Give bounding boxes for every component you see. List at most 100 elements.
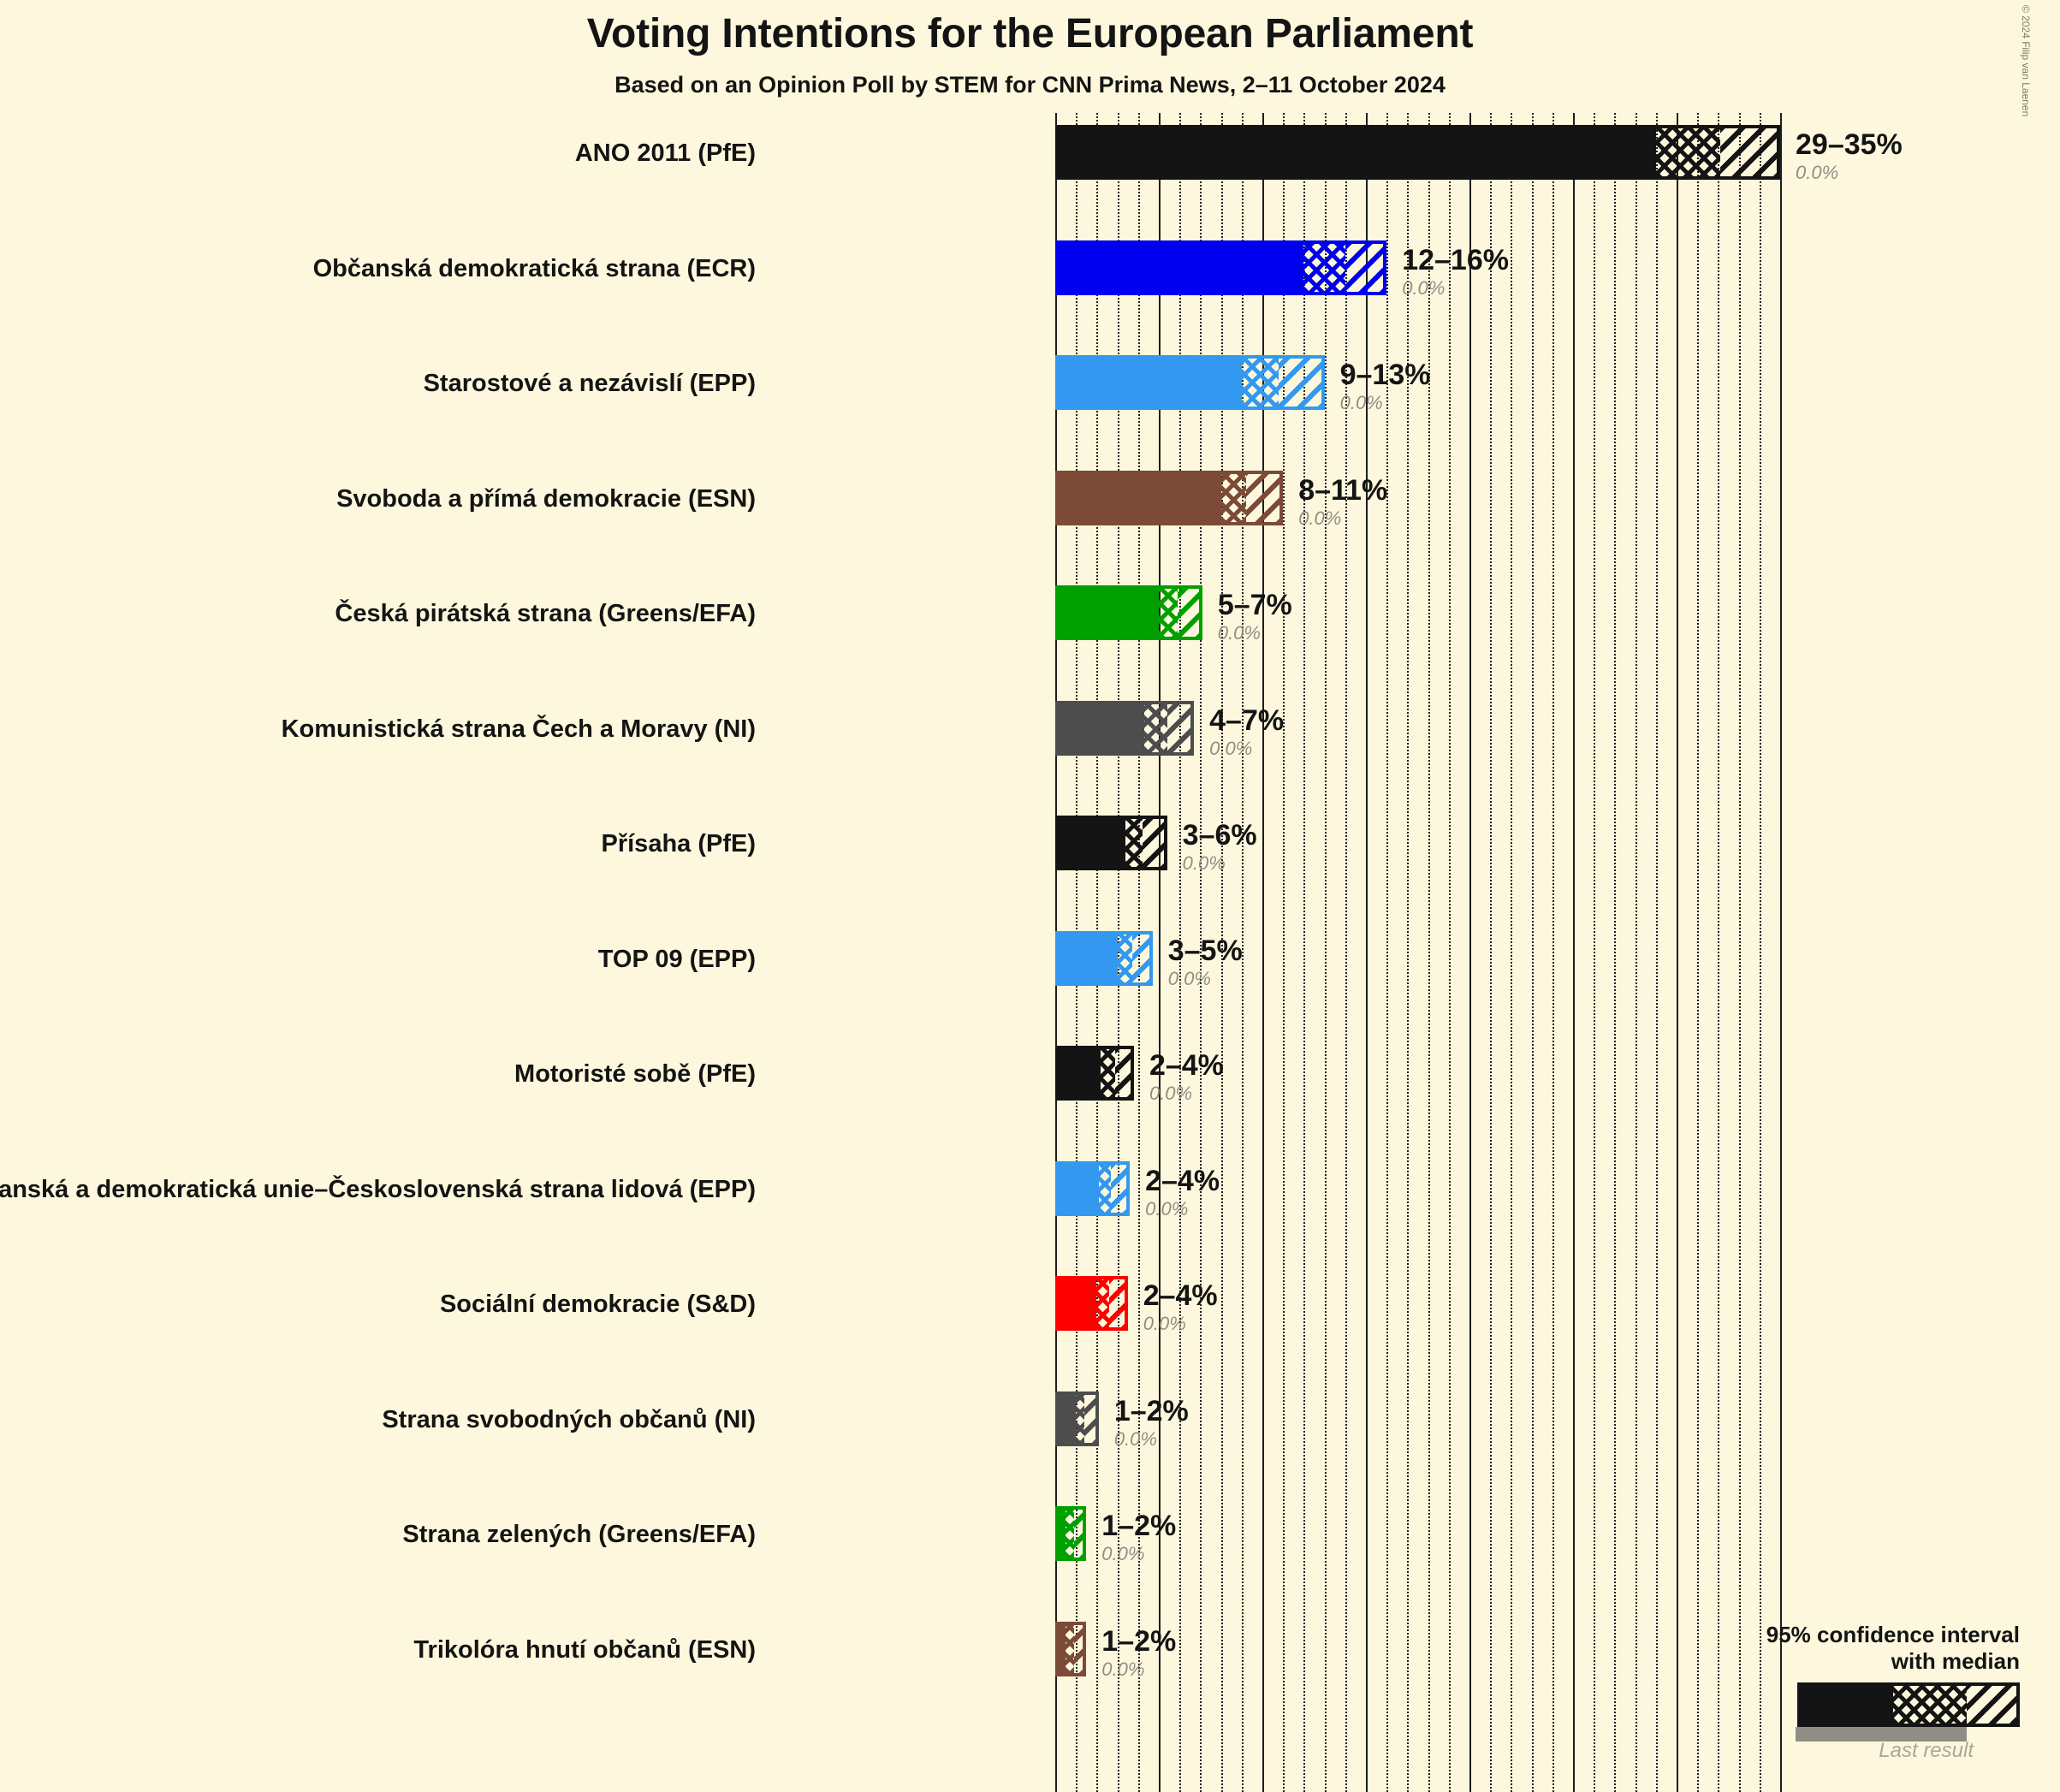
bar-value-group: 4–7% 0.0%	[1209, 706, 1284, 758]
gridline-minor	[1718, 113, 1720, 1792]
bar-last-result-value: 0.0%	[1298, 507, 1342, 529]
bar-category-label: Občanská demokratická strana (ECR)	[312, 254, 756, 282]
confidence-interval-bar	[1055, 470, 1284, 525]
gridline-minor	[1759, 113, 1761, 1792]
bar-segment-median	[1066, 1624, 1074, 1673]
bar-last-result-value: 0.0%	[1101, 1658, 1145, 1680]
plot-area: 29–35% 0.0% 12–16% 0.0% 9–13% 0.0% 8–11% 0.0% 5–…	[0, 113, 1903, 1792]
bar-segment-median	[1098, 1164, 1112, 1213]
bar-segment-high	[1279, 359, 1325, 406]
bar-category-label: Křesťanská a demokratická unie–Českoslov…	[0, 1175, 756, 1203]
bar-segment-median	[1076, 1394, 1084, 1443]
gridline-minor	[1697, 113, 1700, 1792]
legend-sample-bar	[1797, 1682, 2020, 1728]
bar-range-value: 3–6%	[1182, 819, 1257, 851]
confidence-interval-bar	[1055, 1506, 1087, 1561]
bar-range-value: 2–4%	[1143, 1279, 1218, 1312]
confidence-interval-bar	[1055, 585, 1202, 640]
bar-segment-low	[1059, 934, 1118, 982]
bar-segment-median	[1655, 128, 1720, 176]
bar-category-label: Motoristé sobě (PfE)	[514, 1060, 756, 1088]
bar-last-result-value: 0.0%	[1113, 1427, 1157, 1450]
gridline-minor	[1407, 113, 1410, 1792]
legend: 95% confidence interval with median Last…	[1695, 1622, 2020, 1763]
confidence-interval-bar	[1055, 1391, 1099, 1446]
bar-range-value: 4–7%	[1209, 703, 1285, 737]
bar-category-label: Starostové a nezávislí (EPP)	[423, 370, 756, 397]
bar-range-value: 2–4%	[1149, 1049, 1224, 1082]
confidence-interval-bar	[1055, 1160, 1131, 1216]
bar-value-group: 3–6% 0.0%	[1183, 821, 1257, 873]
confidence-interval-bar	[1055, 125, 1780, 180]
bar-segment-high	[1142, 819, 1167, 867]
bar-segment-median	[1117, 934, 1132, 982]
bar-segment-low	[1059, 1049, 1101, 1097]
bar-segment-high	[1345, 243, 1387, 292]
gridline-major	[1469, 113, 1471, 1792]
bar-value-group: 1–2% 0.0%	[1101, 1627, 1176, 1679]
bar-segment-low	[1059, 1394, 1077, 1443]
page-subtitle: Based on an Opinion Poll by STEM for CNN…	[614, 72, 1446, 98]
bar-category-label: TOP 09 (EPP)	[597, 945, 756, 973]
bar-last-result-value: 0.0%	[1145, 1197, 1189, 1219]
bar-last-result-value: 0.0%	[1101, 1543, 1145, 1564]
bar-value-group: 9–13% 0.0%	[1340, 360, 1431, 412]
bar-category-label: Komunistická strana Čech a Moravy (NI)	[281, 715, 756, 743]
gridline-minor	[1179, 113, 1182, 1792]
bar-category-label: Strana svobodných občanů (NI)	[382, 1405, 756, 1433]
bar-segment-high	[1115, 1049, 1134, 1097]
confidence-interval-bar	[1055, 700, 1195, 756]
bar-range-value: 9–13%	[1339, 359, 1431, 391]
bar-segment-low	[1059, 1510, 1066, 1558]
bar-segment-low	[1059, 473, 1221, 522]
bar-last-result-value: 0.0%	[1402, 276, 1446, 299]
bar-segment-median	[1101, 1049, 1116, 1097]
legend-line-2: with median	[1891, 1647, 2020, 1674]
bar-segment-median	[1096, 1279, 1109, 1327]
bar-last-result-value: 0.0%	[1143, 1313, 1186, 1334]
bar-last-result-value: 0.0%	[1217, 622, 1261, 644]
bar-value-group: 8–11% 0.0%	[1298, 476, 1387, 528]
bar-last-result-value: 0.0%	[1149, 1083, 1193, 1104]
confidence-interval-bar	[1055, 355, 1325, 410]
bar-value-group: 29–35% 0.0%	[1796, 130, 1903, 182]
bar-category-label: Česká pirátská strana (Greens/EFA)	[335, 600, 756, 627]
bar-segment-low	[1059, 128, 1656, 176]
bar-segment-high	[1245, 473, 1284, 522]
bar-segment-high	[1073, 1510, 1087, 1558]
bar-category-label: Svoboda a přímá demokracie (ESN)	[336, 484, 756, 513]
confidence-interval-bar	[1055, 240, 1387, 295]
bar-value-group: 1–2% 0.0%	[1101, 1511, 1176, 1564]
gridline-minor	[1386, 113, 1389, 1792]
bar-category-label: Přísaha (PfE)	[601, 830, 757, 857]
bar-segment-median	[1241, 359, 1279, 406]
gridline-major	[1159, 113, 1161, 1792]
gridline-minor	[1283, 113, 1285, 1792]
legend-sample-wrap	[1695, 1682, 2020, 1742]
gridline-minor	[1552, 113, 1554, 1792]
bar-segment-low	[1059, 819, 1126, 867]
bar-segment-median	[1144, 703, 1167, 752]
legend-last-result-bar	[1796, 1727, 1967, 1742]
bar-segment-low	[1059, 359, 1242, 406]
bar-segment-median	[1220, 473, 1246, 522]
gridline-minor	[1594, 113, 1596, 1792]
confidence-interval-bar	[1055, 930, 1153, 986]
bar-segment-low	[1059, 703, 1145, 752]
confidence-interval-bar	[1055, 1046, 1134, 1101]
gridline-minor	[1531, 113, 1534, 1792]
confidence-interval-bar	[1055, 816, 1167, 870]
bar-range-value: 29–35%	[1796, 128, 1903, 161]
bar-range-value: 1–2%	[1101, 1510, 1177, 1542]
gridline-minor	[1738, 113, 1741, 1792]
bar-segment-high	[1719, 128, 1780, 176]
gridline-minor	[1655, 113, 1658, 1792]
bar-segment-high	[1131, 934, 1153, 982]
gridline-minor	[1345, 113, 1347, 1792]
bar-segment-high	[1177, 589, 1202, 637]
legend-line-1: 95% confidence interval	[1766, 1622, 2020, 1647]
legend-segment-median	[1893, 1686, 1967, 1724]
copyright-notice: © 2024 Filip van Laenen	[2020, 5, 2032, 117]
gridline-minor	[1490, 113, 1493, 1792]
